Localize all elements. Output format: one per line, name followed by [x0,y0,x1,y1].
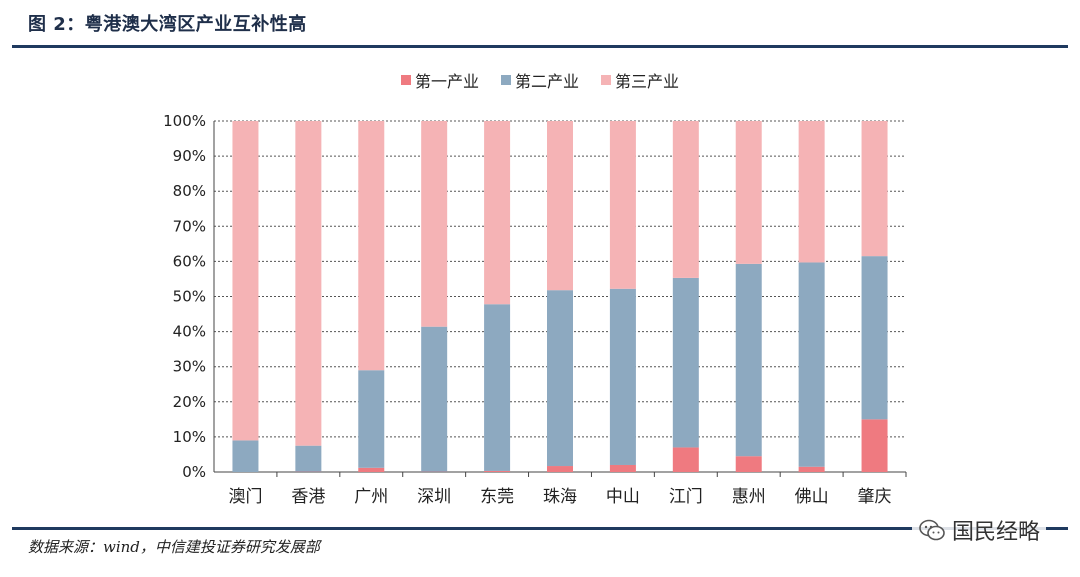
y-tick-label: 30% [173,358,206,376]
bar-segment-3 [358,121,385,371]
x-tick-label: 中山 [606,487,640,507]
x-tick-label: 东莞 [480,487,514,507]
x-tick-label: 肇庆 [858,487,892,507]
source-note: 数据来源：wind，中信建投证券研究发展部 [28,538,320,556]
legend-item-primary: 第一产业 [400,68,479,92]
legend-label-tertiary: 第三产业 [615,72,680,91]
bar-segment-1 [358,467,385,472]
y-tick-label: 0% [182,463,206,481]
y-tick-label: 70% [173,217,206,235]
legend-swatch-tertiary [601,75,611,85]
bar-segment-2 [295,445,322,472]
chart-legend: 第一产业 第二产业 第三产业 [0,68,1080,92]
bar-segment-2 [798,262,825,467]
y-tick-label: 20% [173,393,206,411]
bar-segment-1 [672,447,699,472]
bar-segment-1 [609,464,636,472]
legend-swatch-secondary [500,75,511,85]
bar-segment-3 [484,121,511,305]
x-tick-label: 香港 [291,487,325,507]
bar-segment-3 [861,121,888,257]
x-tick-label: 广州 [354,487,388,507]
y-tick-label: 90% [173,147,206,165]
bar-segment-1 [735,456,762,472]
y-tick-label: 10% [173,428,206,446]
y-tick-label: 100% [163,112,206,130]
bar-segment-3 [735,121,762,264]
top-rule [12,45,1068,48]
wechat-icon [919,519,945,541]
x-tick-label: 澳门 [228,487,262,507]
x-tick-label: 惠州 [732,487,766,507]
x-tick-label: 佛山 [795,487,829,507]
bar-segment-2 [547,290,573,467]
y-tick-label: 80% [173,182,206,200]
bar-segment-1 [798,466,825,472]
figure-title: 图 2：粤港澳大湾区产业互补性高 [28,14,307,35]
bar-segment-3 [798,121,825,263]
legend-item-secondary: 第二产业 [500,68,579,92]
bar-segment-2 [484,304,511,471]
bar-segment-2 [609,288,636,465]
bar-segment-2 [672,277,699,448]
x-tick-label: 江门 [669,487,703,507]
bar-segment-3 [421,121,448,327]
bar-segment-3 [547,121,573,291]
bar-segment-2 [735,263,762,457]
bar-segment-1 [547,466,573,472]
watermark-text: 国民经略 [951,520,1040,545]
legend-label-primary: 第一产业 [414,72,479,91]
legend-item-tertiary: 第三产业 [601,68,679,92]
bar-segment-2 [861,256,888,420]
bottom-rule [12,527,1068,530]
bar-segment-1 [861,419,888,472]
x-tick-label: 深圳 [417,487,451,507]
bar-segment-3 [609,121,636,289]
bar-segment-3 [295,121,322,446]
bar-segment-1 [484,470,511,472]
y-tick-label: 40% [173,323,206,341]
bar-segment-3 [232,121,259,441]
bar-segment-3 [672,121,699,278]
bar-segment-2 [358,370,385,468]
y-tick-label: 60% [173,252,206,270]
y-tick-label: 50% [173,288,206,306]
bar-segment-2 [421,326,448,472]
legend-label-secondary: 第二产业 [514,72,579,91]
bar-segment-2 [232,440,259,472]
x-tick-label: 珠海 [543,487,577,507]
legend-swatch-primary [400,75,411,85]
watermark: 国民经略 [911,512,1046,548]
